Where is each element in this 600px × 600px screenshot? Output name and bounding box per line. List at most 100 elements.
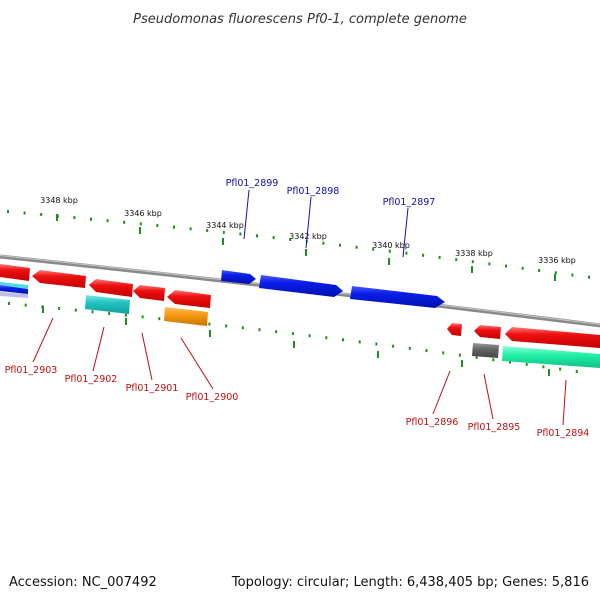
forward-leaders [243, 189, 409, 258]
scale-dot [7, 210, 9, 213]
gene-label-pfl01-2902[interactable]: Pfl01_2902 [65, 374, 118, 385]
scale-dot [308, 334, 311, 338]
gene-label-pfl01-2896[interactable]: Pfl01_2896 [406, 417, 459, 428]
gene-arrow-pfl01-2901[interactable] [133, 285, 165, 301]
scale-dot [571, 273, 574, 277]
gene-arrow-pfl01-2896[interactable] [447, 323, 462, 336]
scale-dot [525, 362, 528, 366]
scale-dot [375, 342, 378, 346]
scale-dot [189, 227, 192, 231]
scale-dot [325, 336, 328, 340]
scale-dot [342, 338, 344, 342]
scale-dot [471, 260, 474, 264]
scale-dot [358, 340, 361, 344]
scale-dot [492, 358, 495, 362]
scale-dot [208, 322, 211, 326]
lower-tick-mark [293, 341, 295, 348]
scale-dot [521, 266, 524, 270]
scale-dot [455, 258, 458, 262]
tick-mark [388, 258, 390, 265]
scale-dot [40, 213, 43, 216]
scale-dot [392, 344, 395, 348]
lower-tick-mark [125, 318, 127, 325]
gene-arrow-pfl01-2903[interactable] [32, 270, 86, 288]
scale-dot [108, 312, 111, 315]
gene-label-pfl01-2895[interactable]: Pfl01_2895 [468, 422, 521, 433]
gene-arrow-pfl01-2898[interactable] [259, 275, 343, 297]
scale-dot [355, 245, 358, 249]
scale-dot [488, 262, 491, 266]
gene-label-pfl01-2903[interactable]: Pfl01_2903 [5, 365, 58, 376]
scale-dot [289, 238, 292, 241]
gene-label-pfl01-2901[interactable]: Pfl01_2901 [126, 383, 179, 394]
tick-mark [56, 214, 58, 221]
scale-dot [139, 222, 142, 226]
scale-dot [422, 253, 424, 257]
gene-label-pfl01-2899[interactable]: Pfl01_2899 [226, 178, 279, 189]
scale-dot [538, 269, 541, 272]
gene-label-pfl01-2900[interactable]: Pfl01_2900 [186, 392, 239, 403]
scale-dot [388, 249, 391, 253]
scale-dot [405, 251, 408, 255]
scale-ticks: 3348 kbp 3346 kbp 3344 kbp 3342 kbp 3340… [40, 196, 576, 281]
reverse-genes [0, 264, 600, 368]
gene-arrow-pfl01-2894b[interactable] [502, 346, 600, 368]
scale-dot [372, 247, 375, 251]
scale-dot [8, 302, 10, 305]
scale-dot [222, 230, 225, 234]
scale-dot [438, 255, 441, 259]
gene-arrow-pfl01-2895b[interactable] [472, 343, 499, 358]
scale-dot [588, 275, 590, 279]
leader-line [562, 379, 567, 426]
scale-dot [256, 234, 258, 238]
scale-dot [272, 236, 275, 240]
scale-dot [322, 241, 325, 245]
scale-dot [141, 315, 144, 319]
leader-line [243, 189, 250, 240]
tick-label: 3344 kbp [206, 221, 244, 230]
scale-dot [156, 224, 159, 227]
scale-dot [124, 313, 127, 317]
gene-arrow-pfl01-2902b[interactable] [85, 295, 130, 314]
gene-arrow-pfl01-2894[interactable] [505, 327, 600, 348]
scale-dot [505, 264, 507, 268]
gene-label-pfl01-2898[interactable]: Pfl01_2898 [287, 186, 340, 197]
scale-dot [575, 370, 578, 373]
reverse-leaders [32, 317, 567, 426]
gene-label-pfl01-2894[interactable]: Pfl01_2894 [537, 428, 590, 439]
leader-line [180, 337, 214, 390]
gene-arrow-pfl01-2899[interactable] [221, 270, 256, 284]
gene-arrow-pfl01-2900b[interactable] [164, 307, 208, 326]
scale-dot [291, 332, 294, 336]
tick-mark [305, 249, 307, 256]
scale-dot [73, 216, 76, 220]
tick-label: 3348 kbp [40, 196, 78, 205]
gene-arrow-pfl01-2900[interactable] [167, 290, 211, 308]
scale-dot [158, 317, 161, 321]
tick-mark [554, 274, 556, 281]
scale-dot [74, 308, 77, 312]
scale-dot [106, 219, 109, 223]
tick-label: 3338 kbp [455, 249, 493, 258]
scale-dot [559, 367, 562, 371]
gene-arrow-partial-left-gray[interactable] [0, 292, 28, 298]
gene-label-pfl01-2897[interactable]: Pfl01_2897 [383, 197, 436, 208]
scale-dot [225, 324, 228, 328]
scale-dot [339, 243, 341, 247]
leader-line [32, 317, 54, 363]
leader-line [432, 370, 451, 415]
gene-arrow-pfl01-2897[interactable] [350, 286, 445, 308]
scale-dot [90, 217, 92, 221]
tick-mark [139, 227, 141, 234]
upper-scale-dots [7, 210, 590, 279]
scale-dot [239, 232, 242, 236]
tick-mark [222, 238, 224, 245]
leader-line [141, 332, 153, 381]
scale-dot [554, 271, 557, 275]
gene-arrow-pfl01-2902[interactable] [89, 279, 133, 297]
gene-arrow-partial-left-blue[interactable] [0, 285, 28, 294]
tick-mark [471, 266, 473, 273]
gene-arrow-partial-left[interactable] [0, 264, 30, 281]
gene-arrow-pfl01-2895[interactable] [474, 325, 501, 339]
gene-arrow-partial-left-cyan[interactable] [0, 282, 28, 289]
